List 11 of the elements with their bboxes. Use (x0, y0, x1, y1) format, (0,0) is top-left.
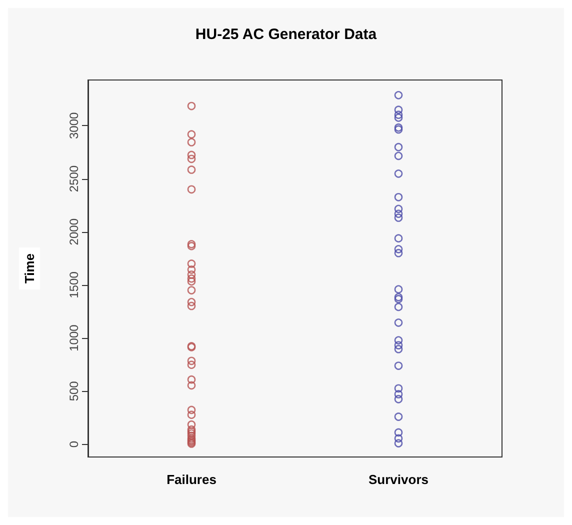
y-tick-label: 2500 (67, 165, 81, 192)
y-tick-label: 1500 (67, 271, 81, 298)
y-tick-label: 3000 (67, 112, 81, 140)
x-tick-label: Survivors (368, 472, 428, 487)
x-tick-label: Failures (166, 472, 216, 487)
y-tick-label: 0 (67, 440, 81, 448)
y-tick-label: 1000 (67, 324, 81, 352)
y-tick-label: 2000 (67, 218, 81, 246)
chart-title: HU-25 AC Generator Data (195, 26, 378, 43)
y-tick-label: 500 (67, 380, 81, 402)
y-axis-title: Time (22, 253, 37, 284)
